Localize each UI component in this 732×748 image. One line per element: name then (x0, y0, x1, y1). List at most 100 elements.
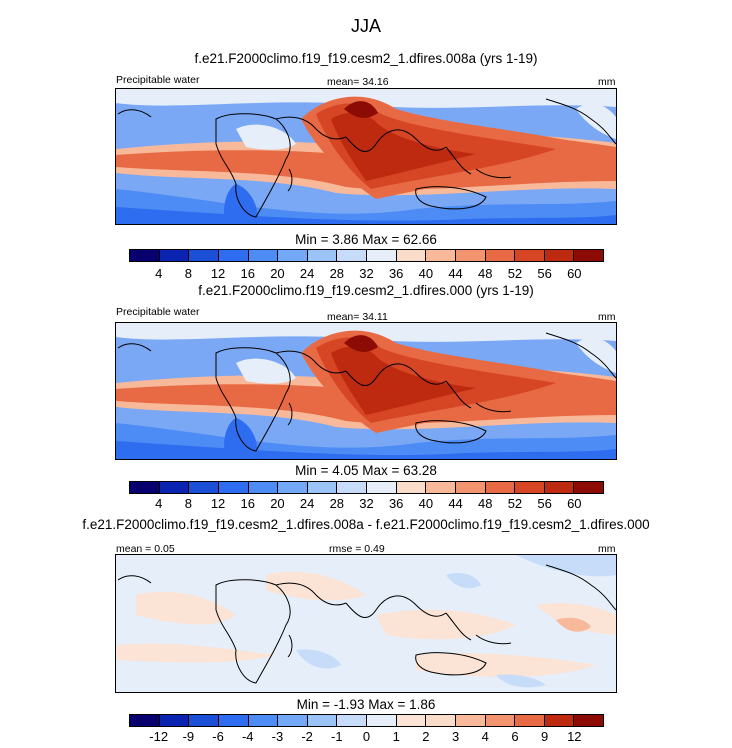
panel2-colorbar-swatch (485, 482, 516, 493)
panel2-colorbar-tick-label: 4 (155, 496, 163, 511)
panel1-colorbar-swatch (544, 250, 575, 261)
panel1-variable: Precipitable water (116, 74, 200, 86)
panel3-colorbar-tick-label: -2 (301, 729, 313, 744)
panel3-colorbar-swatch (396, 715, 427, 726)
panel3-colorbar-tick-label: 4 (481, 729, 489, 744)
panel2-colorbar-swatch (130, 482, 160, 493)
panel3-colorbar-tick-label: -1 (331, 729, 343, 744)
panel3-colorbar-swatch (189, 715, 219, 726)
panel2-colorbar-tick-label: 12 (210, 496, 226, 511)
panel2-colorbar-tick-label: 48 (478, 496, 493, 511)
panel1-colorbar-tick-label: 12 (210, 266, 226, 281)
panel1-colorbar-tick-label: 60 (567, 266, 582, 281)
panel2-colorbar-tick-label: 16 (240, 496, 255, 511)
panel1-colorbar-swatch (159, 250, 190, 261)
panel1-colorbar-tick-label: 52 (507, 266, 523, 281)
panel3-colorbar-tick-label: -6 (212, 729, 224, 744)
panel1-colorbar-tick-label: 20 (270, 266, 285, 281)
panel1-mean: mean= 34.16 (327, 76, 389, 88)
panel3-colorbar-swatch (218, 715, 249, 726)
panel1-colorbar-tick-label: 16 (240, 266, 255, 281)
panel3-units: mm (598, 543, 616, 555)
panel1-colorbar-swatch (396, 250, 427, 261)
panel2-heading: f.e21.F2000climo.f19_f19.cesm2_1.dfires.… (198, 283, 534, 298)
panel2-colorbar-tick-label: 44 (448, 496, 463, 511)
panel1-colorbar-ticks: 4 8 12 16 20 24 28 32 36 40 44 48 52 56 60 (129, 266, 604, 282)
panel2-colorbar-tick-label: 20 (270, 496, 285, 511)
panel1-colorbar-swatch (485, 250, 516, 261)
panel2-colorbar-tick-label: 56 (537, 496, 552, 511)
panel1-colorbar-swatch (218, 250, 249, 261)
panel1-colorbar-tick-label: 24 (299, 266, 315, 281)
panel2-colorbar-swatch (218, 482, 249, 493)
panel2-variable: Precipitable water (116, 306, 200, 318)
panel1-colorbar-swatch (189, 250, 219, 261)
panel1-units: mm (598, 76, 616, 88)
panel2-colorbar-tick-label: 52 (507, 496, 523, 511)
panel1-colorbar-tick-label: 4 (155, 266, 163, 281)
panel1-colorbar-swatch (307, 250, 338, 261)
panel2-colorbar-swatch (455, 482, 486, 493)
panel3-colorbar-swatch (515, 715, 545, 726)
panel2-colorbar-swatch (544, 482, 575, 493)
panel3-colorbar-tick-label: 12 (567, 729, 582, 744)
panel2-colorbar-swatch (278, 482, 308, 493)
panel3-colorbar-swatch (307, 715, 338, 726)
panel1-colorbar-swatch (278, 250, 308, 261)
panel1-colorbar-swatch (367, 250, 397, 261)
panel3-colorbar-swatch (278, 715, 308, 726)
panel3-field (116, 555, 616, 692)
panel3-colorbar-ticks: -12 -9 -6 -4 -3 -2 -1 0 1 2 3 4 6 9 12 (129, 729, 604, 745)
panel1-field (116, 89, 616, 224)
panel3-colorbar-swatch (574, 715, 603, 726)
panel3-colorbar-swatch (337, 715, 367, 726)
panel1-colorbar-swatch (426, 250, 456, 261)
panel3-colorbar-tick-label: -3 (271, 729, 284, 744)
panel1-map (115, 88, 617, 225)
panel2-colorbar (129, 481, 604, 494)
panel1-heading: f.e21.F2000climo.f19_f19.cesm2_1.dfires.… (194, 51, 538, 66)
panel1-colorbar-swatch (515, 250, 545, 261)
panel1-colorbar-tick-label: 32 (359, 266, 374, 281)
panel3-colorbar-swatch (426, 715, 456, 726)
panel2-colorbar-swatch (307, 482, 338, 493)
panel3-mean: mean = 0.05 (116, 543, 175, 555)
panel2-colorbar-tick-label: 40 (418, 496, 434, 511)
panel1-colorbar-swatch (248, 250, 279, 261)
panel2-colorbar-swatch (515, 482, 545, 493)
panel2-colorbar-tick-label: 28 (329, 496, 345, 511)
panel2-colorbar-tick-label: 60 (567, 496, 582, 511)
panel2-colorbar-tick-label: 8 (184, 496, 192, 511)
panel3-colorbar-tick-label: 2 (422, 729, 430, 744)
panel3-colorbar-tick-label: 6 (511, 729, 519, 744)
panel2-colorbar-swatch (426, 482, 456, 493)
panel3-minmax: Min = -1.93 Max = 1.86 (296, 697, 436, 712)
panel2-colorbar-swatch (367, 482, 397, 493)
panel1-colorbar-tick-label: 40 (418, 266, 434, 281)
panel2-colorbar-swatch (248, 482, 279, 493)
panel2-minmax: Min = 4.05 Max = 63.28 (295, 463, 437, 478)
panel1-colorbar-tick-label: 36 (388, 266, 404, 281)
panel3-colorbar-tick-label: 0 (362, 729, 371, 744)
panel2-field (116, 323, 616, 459)
panel3-colorbar-tick-label: -12 (149, 729, 169, 744)
panel2-map (115, 322, 617, 460)
panel3-colorbar-swatch (455, 715, 486, 726)
panel1-colorbar-swatch (574, 250, 603, 261)
panel3-colorbar (129, 714, 604, 727)
panel3-colorbar-tick-label: 9 (541, 729, 549, 744)
panel3-colorbar-tick-label: -9 (182, 729, 195, 744)
panel2-colorbar-tick-label: 32 (359, 496, 374, 511)
figure-title: JJA (350, 16, 381, 36)
panel1-colorbar-swatch (455, 250, 486, 261)
panel1-colorbar-tick-label: 8 (184, 266, 192, 281)
panel2-colorbar-swatch (574, 482, 603, 493)
panel2-colorbar-swatch (159, 482, 190, 493)
panel1-minmax: Min = 3.86 Max = 62.66 (295, 232, 437, 247)
panel3-rmse: rmse = 0.49 (329, 543, 385, 555)
panel3-colorbar-swatch (159, 715, 190, 726)
panel1-colorbar-tick-label: 44 (448, 266, 463, 281)
panel2-colorbar-swatch (337, 482, 367, 493)
panel3-colorbar-tick-label: -4 (241, 729, 254, 744)
panel2-colorbar-tick-label: 36 (388, 496, 404, 511)
